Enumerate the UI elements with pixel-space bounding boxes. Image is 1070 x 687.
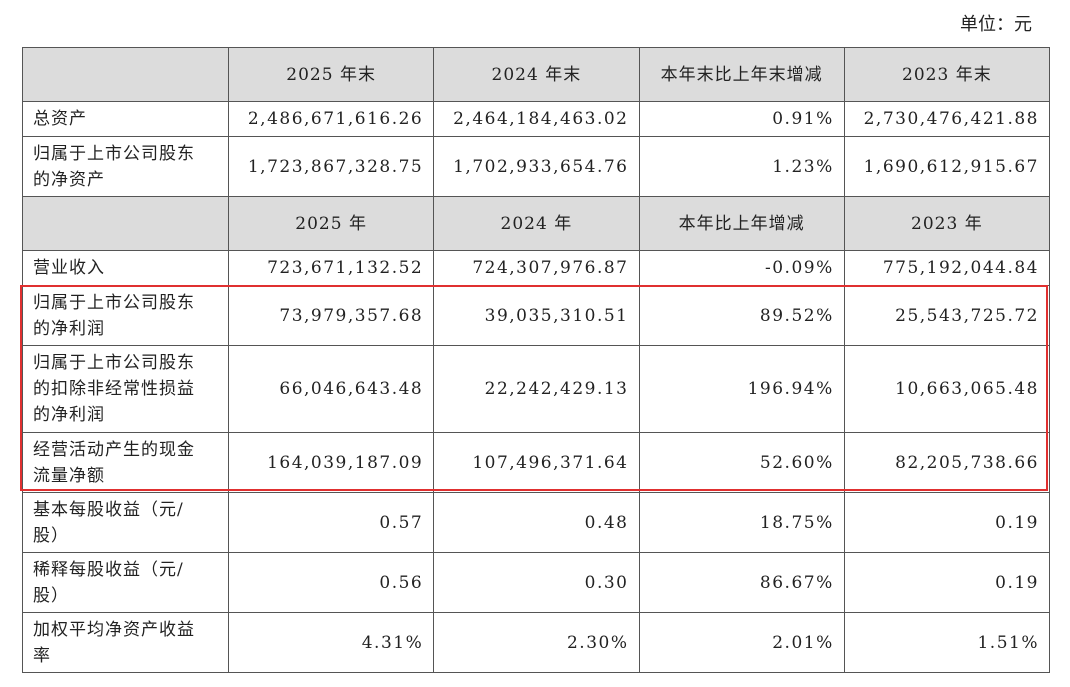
data-row: 归属于上市公司股东 的扣除非经常性损益 的净利润 66,046,643.48 22,24… bbox=[22, 345, 1051, 433]
label-line: 股） bbox=[33, 525, 69, 546]
header-cell: 2025 年 bbox=[227, 196, 435, 251]
label-line: 股） bbox=[33, 585, 69, 606]
value-cell: 2,730,476,421.88 bbox=[843, 101, 1051, 137]
value-cell: 4.31% bbox=[227, 612, 435, 673]
unit-note: 单位：元 bbox=[960, 14, 1032, 35]
value-cell: -0.09% bbox=[638, 250, 845, 286]
value-cell: 2.30% bbox=[433, 612, 640, 673]
value-cell: 25,543,725.72 bbox=[843, 285, 1051, 346]
value-cell: 22,242,429.13 bbox=[433, 345, 640, 433]
header-row: 2025 年 2024 年本年比上年增减 2023 年 bbox=[22, 196, 1051, 251]
row-label: 归属于上市公司股东 的扣除非经常性损益 的净利润 bbox=[22, 345, 229, 433]
label-line: 的净利润 bbox=[33, 405, 105, 425]
value-cell: 52.60% bbox=[638, 432, 845, 493]
value-cell: 18.75% bbox=[638, 492, 845, 553]
value-cell: 2,464,184,463.02 bbox=[433, 101, 640, 137]
header-row: 2025 年末 2024 年末 本年末比上年末增减 2023 年末 bbox=[22, 47, 1051, 102]
data-row: 经营活动产生的现金 流量净额 164,039,187.09 107,496,371.6… bbox=[22, 432, 1051, 493]
header-cell: 2023 年末 bbox=[843, 47, 1051, 102]
value-cell: 1,702,933,654.76 bbox=[433, 136, 640, 197]
value-cell: 73,979,357.68 bbox=[227, 285, 435, 346]
value-cell: 10,663,065.48 bbox=[843, 345, 1051, 433]
row-label: 归属于上市公司股东 的净利润 bbox=[22, 285, 229, 346]
row-label: 基本每股收益（元/股） bbox=[22, 492, 229, 553]
value-cell: 0.91% bbox=[638, 101, 845, 137]
label-line: 归属于上市公司股东 bbox=[33, 292, 195, 313]
label-line: 加权平均净资产收益 bbox=[33, 619, 195, 640]
row-label: 归属于上市公司股东 的净资产 bbox=[22, 136, 229, 197]
label-line: 营业收入 bbox=[33, 258, 105, 278]
header-cell bbox=[22, 47, 229, 102]
row-label: 营业收入 bbox=[22, 250, 229, 286]
data-row: 稀释每股收益（元/股） 0.56 0.30 86.67% 0.19 bbox=[22, 552, 1051, 613]
value-cell: 2.01% bbox=[638, 612, 845, 673]
value-cell: 723,671,132.52 bbox=[227, 250, 435, 286]
row-label: 经营活动产生的现金 流量净额 bbox=[22, 432, 229, 493]
header-cell: 2025 年末 bbox=[227, 47, 435, 102]
value-cell: 196.94% bbox=[638, 345, 845, 433]
value-cell: 66,046,643.48 bbox=[227, 345, 435, 433]
value-cell: 1,723,867,328.75 bbox=[227, 136, 435, 197]
value-cell: 39,035,310.51 bbox=[433, 285, 640, 346]
label-line: 流量净额 bbox=[33, 465, 105, 486]
data-row: 归属于上市公司股东 的净利润 73,979,357.68 39,035,310.51 8… bbox=[22, 285, 1051, 346]
label-line: 经营活动产生的现金 bbox=[33, 439, 195, 460]
value-cell: 775,192,044.84 bbox=[843, 250, 1051, 286]
label-line: 稀释每股收益（元/ bbox=[33, 559, 184, 580]
data-row: 加权平均净资产收益率 4.31% 2.30% 2.01% 1.51% bbox=[22, 612, 1051, 673]
value-cell: 82,205,738.66 bbox=[843, 432, 1051, 493]
header-cell: 2023 年 bbox=[843, 196, 1051, 251]
header-cell: 本年比上年增减 bbox=[638, 196, 845, 251]
value-cell: 0.56 bbox=[227, 552, 435, 613]
data-row: 总资产 2,486,671,616.26 2,464,184,463.02 0.91%… bbox=[22, 101, 1051, 137]
header-cell: 本年末比上年末增减 bbox=[638, 47, 845, 102]
financial-table: 2025 年末 2024 年末 本年末比上年末增减 2023 年末总资产 2,486,6… bbox=[22, 47, 1051, 673]
label-line: 总资产 bbox=[33, 109, 87, 129]
value-cell: 2,486,671,616.26 bbox=[227, 101, 435, 137]
value-cell: 0.30 bbox=[433, 552, 640, 613]
value-cell: 107,496,371.64 bbox=[433, 432, 640, 493]
value-cell: 1.23% bbox=[638, 136, 845, 197]
value-cell: 164,039,187.09 bbox=[227, 432, 435, 493]
label-line: 率 bbox=[33, 645, 51, 666]
header-cell: 2024 年 bbox=[433, 196, 640, 251]
value-cell: 86.67% bbox=[638, 552, 845, 613]
value-cell: 89.52% bbox=[638, 285, 845, 346]
value-cell: 0.19 bbox=[843, 492, 1051, 553]
value-cell: 0.48 bbox=[433, 492, 640, 553]
value-cell: 0.57 bbox=[227, 492, 435, 553]
label-line: 的净利润 bbox=[33, 318, 105, 339]
value-cell: 724,307,976.87 bbox=[433, 250, 640, 286]
row-label: 总资产 bbox=[22, 101, 229, 137]
data-row: 归属于上市公司股东 的净资产 1,723,867,328.75 1,702,933,6… bbox=[22, 136, 1051, 197]
value-cell: 1,690,612,915.67 bbox=[843, 136, 1051, 197]
row-label: 稀释每股收益（元/股） bbox=[22, 552, 229, 613]
row-label: 加权平均净资产收益率 bbox=[22, 612, 229, 673]
data-row: 营业收入 723,671,132.52 724,307,976.87 -0.09% 77… bbox=[22, 250, 1051, 286]
label-line: 的扣除非经常性损益 bbox=[33, 379, 195, 399]
label-line: 的净资产 bbox=[33, 169, 105, 190]
value-cell: 1.51% bbox=[843, 612, 1051, 673]
header-cell bbox=[22, 196, 229, 251]
data-row: 基本每股收益（元/股） 0.57 0.48 18.75% 0.19 bbox=[22, 492, 1051, 553]
label-line: 归属于上市公司股东 bbox=[33, 143, 195, 164]
value-cell: 0.19 bbox=[843, 552, 1051, 613]
label-line: 基本每股收益（元/ bbox=[33, 499, 184, 520]
label-line: 归属于上市公司股东 bbox=[33, 353, 195, 373]
header-cell: 2024 年末 bbox=[433, 47, 640, 102]
